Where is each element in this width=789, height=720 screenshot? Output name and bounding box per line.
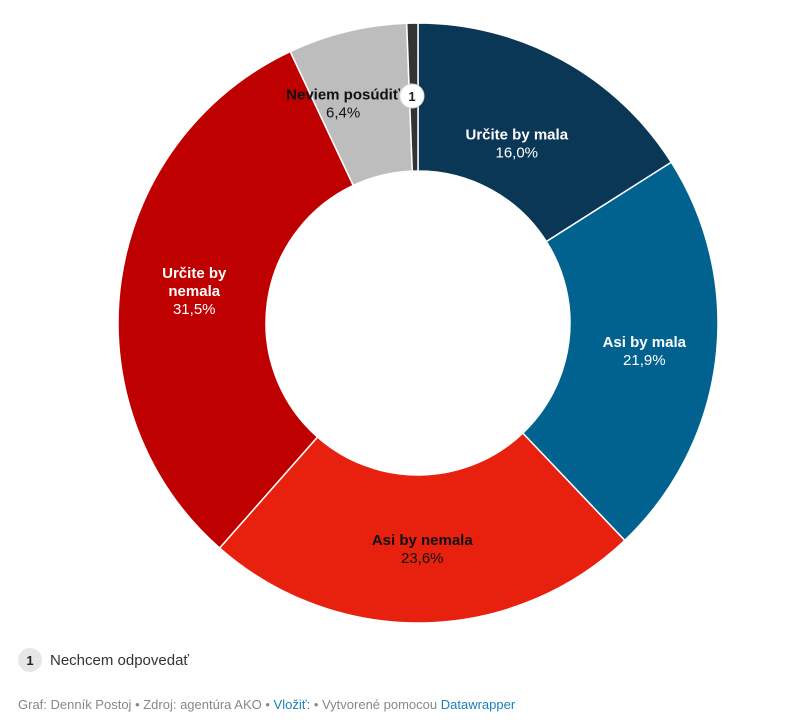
credit-graf: Graf: Denník Postoj [18, 697, 132, 712]
slice-name: Určite by [162, 265, 227, 282]
donut-slice [218, 432, 626, 624]
slice-value: 16,0% [495, 144, 538, 161]
slice-name: nemala [168, 283, 220, 300]
donut-labels: Určite by mala 16,0%Asi by mala 21,9%Asi b… [162, 83, 687, 567]
donut-chart: Určite by mala 16,0%Asi by mala 21,9%Asi b… [117, 22, 719, 624]
slice-label: Určite by mala 16,0% [465, 126, 568, 161]
donut-slice [417, 22, 673, 243]
slice-name: Určite by mala [465, 126, 568, 143]
slice-name: Asi by mala [603, 334, 687, 351]
credit-separator: • [310, 697, 322, 712]
slice-value: 23,6% [401, 550, 444, 567]
slice-label: Určite by nemala 31,5% [162, 265, 227, 318]
slice-value: 6,4% [326, 104, 360, 121]
footnote-text: Nechcem odpovedať [50, 651, 190, 669]
credits-line: Graf: Denník Postoj • Zdroj: agentúra AK… [18, 697, 515, 712]
note-marker-badge [399, 83, 425, 109]
donut-slice [521, 161, 719, 542]
footnote: 1 Nechcem odpovedať [18, 648, 189, 672]
note-marker-text: 1 [408, 89, 415, 104]
slice-value: 31,5% [173, 301, 216, 318]
slice-label: Asi by nemala 23,6% [372, 532, 474, 567]
credit-separator: • [261, 697, 274, 712]
credit-separator: • [131, 697, 144, 712]
slice-name: Asi by nemala [372, 532, 474, 549]
slice-value: 21,9% [623, 352, 666, 369]
embed-link[interactable]: Vložiť: [273, 697, 311, 712]
slice-name: Neviem posúdiť [286, 86, 401, 103]
credit-zdroj: Zdroj: agentúra AKO [143, 697, 262, 712]
footnote-marker: 1 [18, 648, 42, 672]
slice-label: Neviem posúdiť 6,4% [286, 86, 401, 121]
donut-slice [117, 50, 355, 550]
credit-vytvorene: Vytvorené pomocou [321, 697, 441, 712]
slice-label: Asi by mala 21,9% [603, 334, 687, 369]
datawrapper-link[interactable]: Datawrapper [440, 697, 516, 712]
